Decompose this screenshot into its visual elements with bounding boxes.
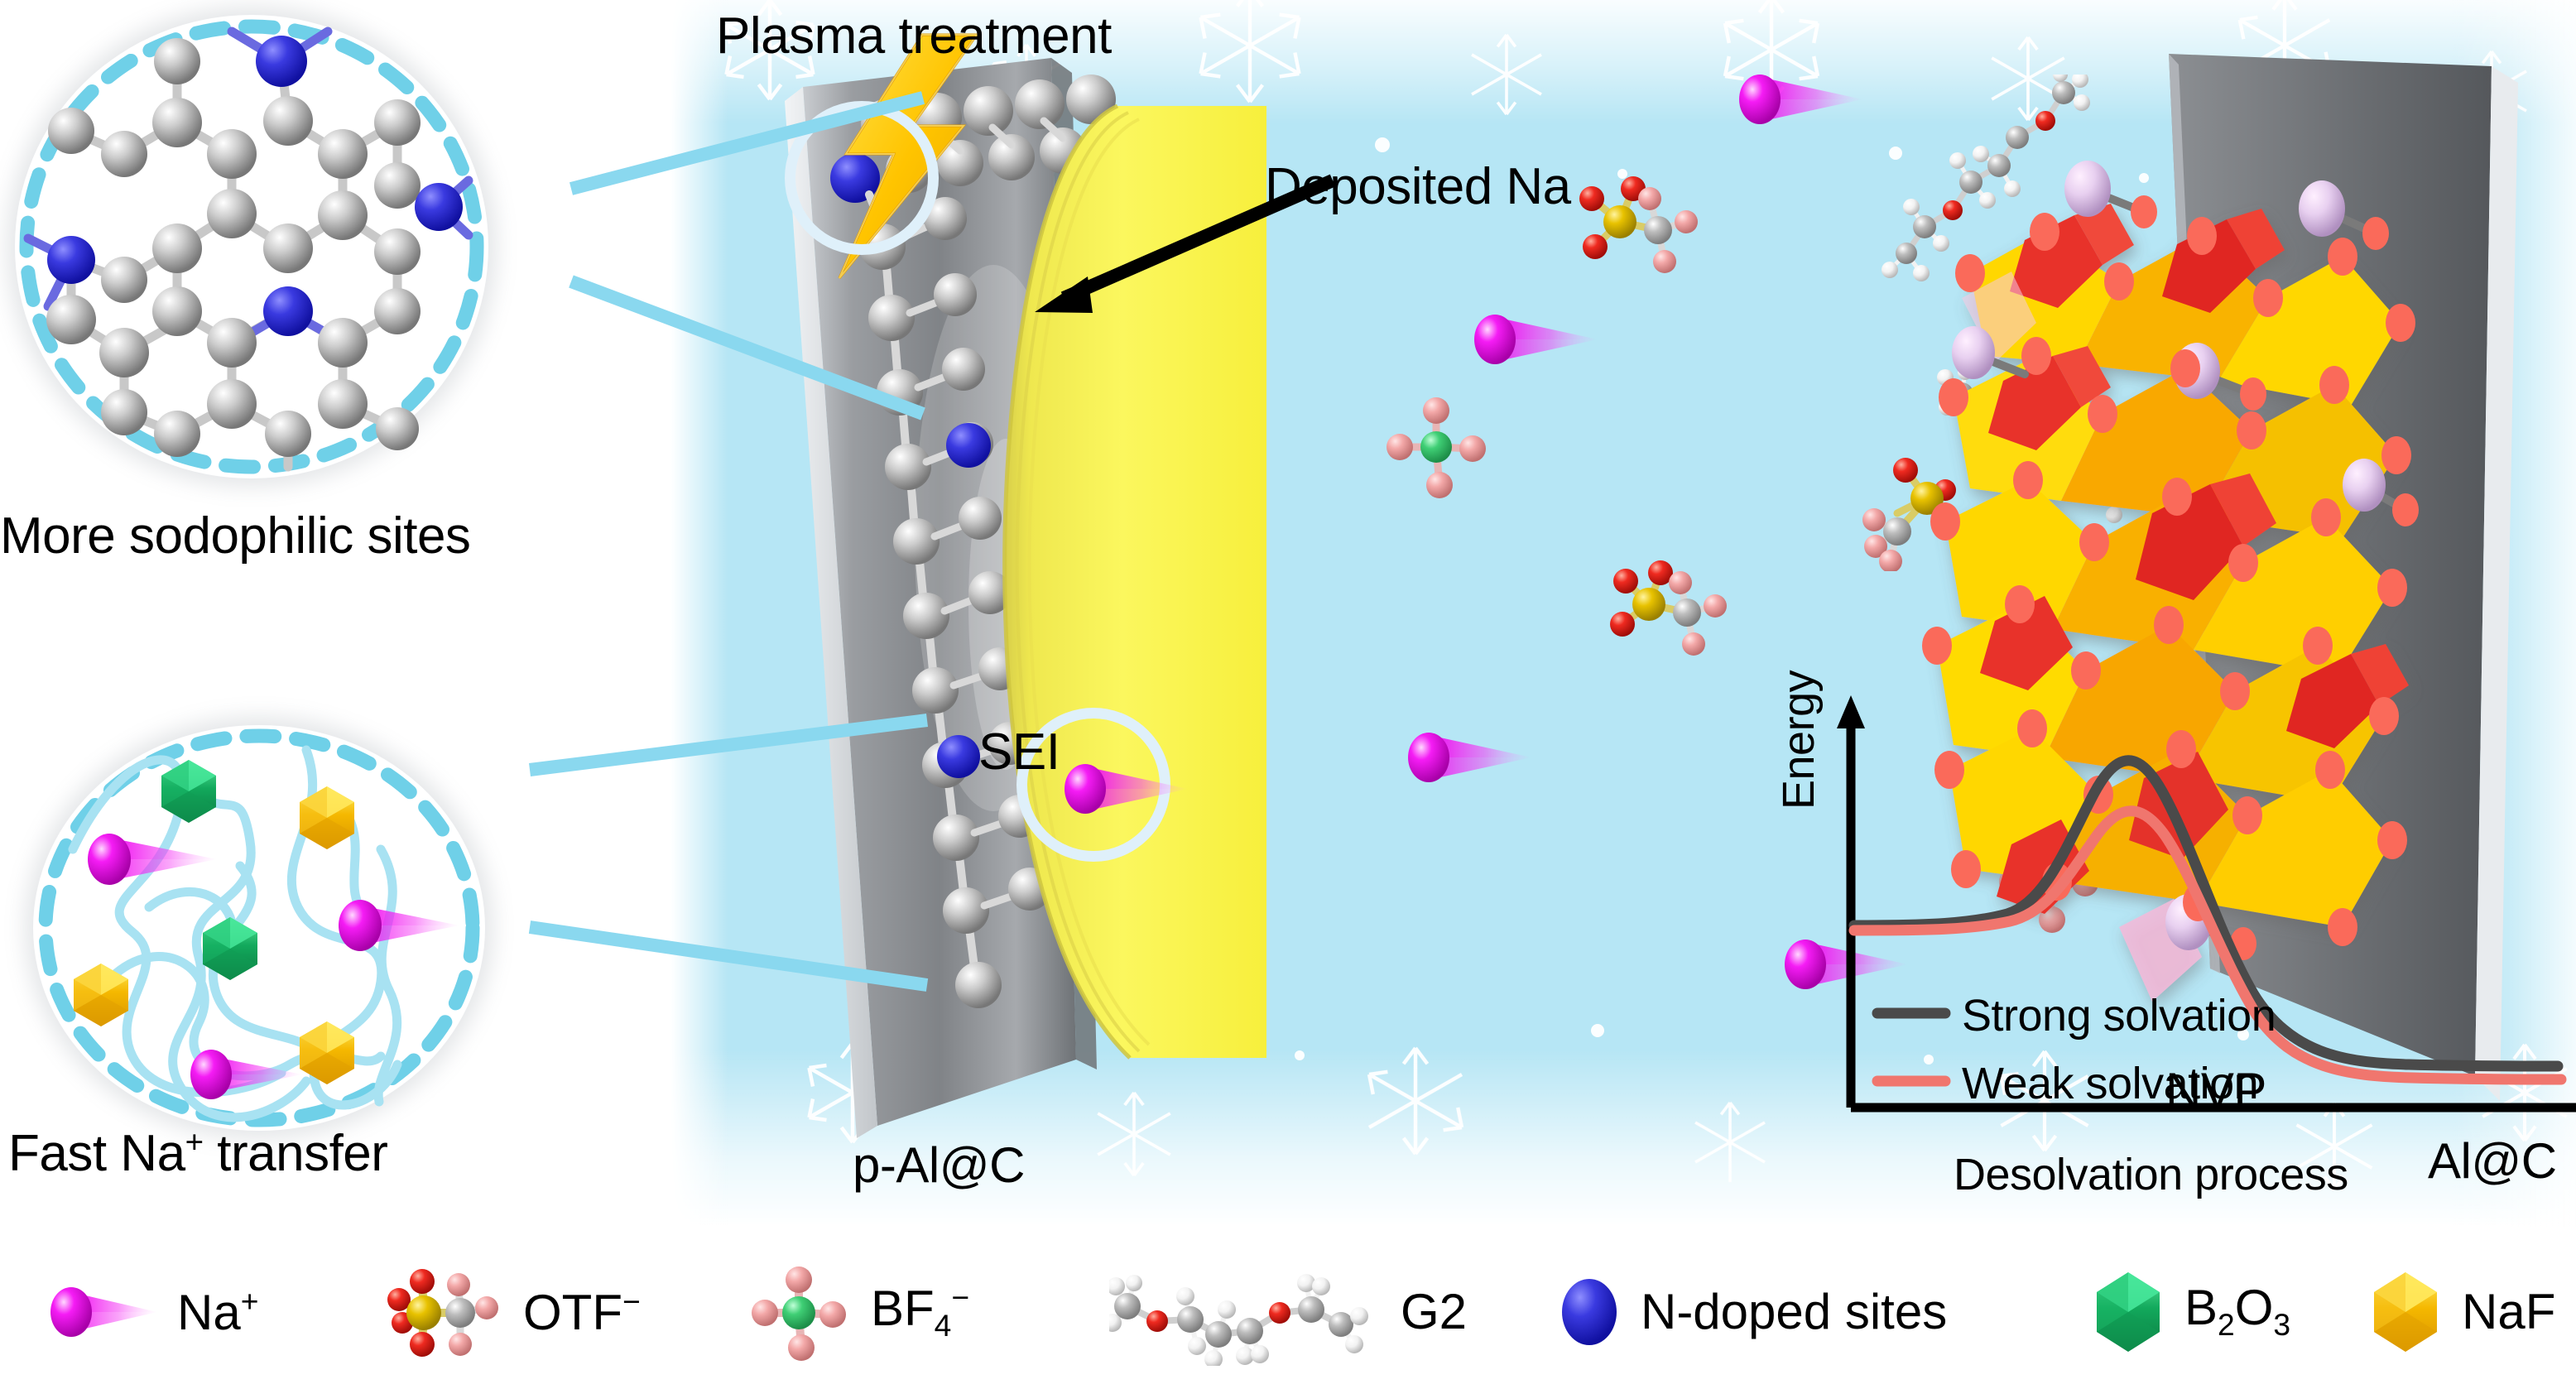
naf-crystal-icon bbox=[2374, 1272, 2437, 1352]
na-ion-comet bbox=[1739, 74, 1862, 124]
otf-anion bbox=[1579, 176, 1698, 273]
dashed-ring bbox=[19, 19, 484, 474]
naf-grains bbox=[74, 786, 354, 1084]
deposited-na-arrow bbox=[1035, 174, 1336, 313]
na-ion-comet bbox=[1065, 764, 1188, 814]
legend-label-n-doped: N-doped sites bbox=[1641, 1284, 1948, 1339]
na-ion-comet bbox=[1408, 733, 1531, 782]
nitrogen-dopant-atoms bbox=[47, 36, 463, 336]
legend-item-na-ion: Na+ bbox=[50, 1258, 258, 1366]
legend-label-na-ion: Na+ bbox=[177, 1284, 259, 1340]
inset-sei-network bbox=[33, 725, 485, 1131]
plasma-treatment-label: Plasma treatment bbox=[716, 7, 1112, 65]
na-ions-in-sei bbox=[88, 834, 459, 1099]
curve-weak-solvation bbox=[1848, 805, 2567, 1085]
legend-item-b2o3: B2O3 bbox=[2090, 1258, 2290, 1366]
legend-label-naf: NaF bbox=[2462, 1284, 2556, 1339]
panel-left-fade bbox=[670, 0, 728, 1227]
cathode-label: NVP bbox=[2165, 1063, 2266, 1118]
callout-lines-bottom bbox=[528, 714, 929, 992]
inset-bottom-caption: Fast Na+ transfer bbox=[8, 1124, 388, 1183]
current-collector-label: Al@C bbox=[2428, 1133, 2557, 1189]
bf4-molecule-icon bbox=[752, 1266, 846, 1361]
inset-bottom-caption-sup: + bbox=[185, 1124, 204, 1161]
na-comet-icon bbox=[50, 1287, 157, 1337]
otf-molecule-icon bbox=[387, 1269, 498, 1357]
legend-label-strong-solvation: Strong solvation bbox=[1962, 991, 2276, 1041]
inset-bottom-caption-base: Fast Na bbox=[8, 1125, 185, 1182]
legend-item-n-doped: N-doped sites bbox=[1556, 1258, 1947, 1366]
legend-item-naf: NaF bbox=[2367, 1258, 2555, 1366]
chart-x-axis-label: Desolvation process bbox=[1954, 1150, 2348, 1199]
legend-label-bf4: BF4− bbox=[871, 1280, 970, 1343]
callout-lines-top bbox=[569, 91, 925, 421]
b2o3-crystal-icon bbox=[2097, 1272, 2160, 1352]
dashed-ring bbox=[38, 728, 480, 1127]
legend-label-otf: OTF− bbox=[523, 1284, 641, 1340]
n-site-sphere-icon bbox=[1562, 1279, 1617, 1345]
otf-anion bbox=[1610, 560, 1727, 656]
g2-molecule-icon bbox=[1109, 1274, 1368, 1366]
legend-item-otf: OTF− bbox=[381, 1258, 641, 1366]
chart-axes bbox=[1837, 695, 2576, 1113]
na-ion-comet bbox=[1474, 315, 1598, 364]
chart-plot-area bbox=[1837, 695, 2576, 1113]
electrolyte-panel: Energy Desolvation process Strong solvat… bbox=[670, 0, 2576, 1227]
deposited-na-label: Deposited Na bbox=[1265, 158, 1571, 215]
curve-strong-solvation bbox=[1848, 755, 2564, 1072]
legend-label-weak-solvation: Weak solvation bbox=[1962, 1059, 2259, 1108]
g2-solvent-molecule bbox=[1882, 74, 2090, 281]
legend-item-bf4: BF4− bbox=[745, 1258, 969, 1366]
legend-item-g2: G2 bbox=[1109, 1258, 1467, 1366]
inset-n-doped-graphene bbox=[15, 15, 488, 478]
legend-label-g2: G2 bbox=[1401, 1284, 1468, 1339]
chart-y-axis-label: Energy bbox=[1774, 670, 1824, 810]
sei-label: SEI bbox=[978, 723, 1060, 781]
inset-top-caption: More sodophilic sites bbox=[0, 507, 471, 565]
otf-anion bbox=[1862, 458, 1959, 571]
inset-bottom-caption-tail: transfer bbox=[203, 1125, 388, 1182]
anode-label: p-Al@C bbox=[853, 1137, 1025, 1193]
figure-legend: Na+ OTF− bbox=[0, 1258, 2576, 1366]
bf4-anion bbox=[1387, 397, 1486, 498]
energy-profile-chart: Energy Desolvation process Strong solvat… bbox=[1774, 670, 2576, 1199]
na-ion-comet bbox=[1785, 940, 1908, 989]
b2o3-grains bbox=[161, 760, 257, 980]
legend-label-b2o3: B2O3 bbox=[2184, 1280, 2291, 1343]
